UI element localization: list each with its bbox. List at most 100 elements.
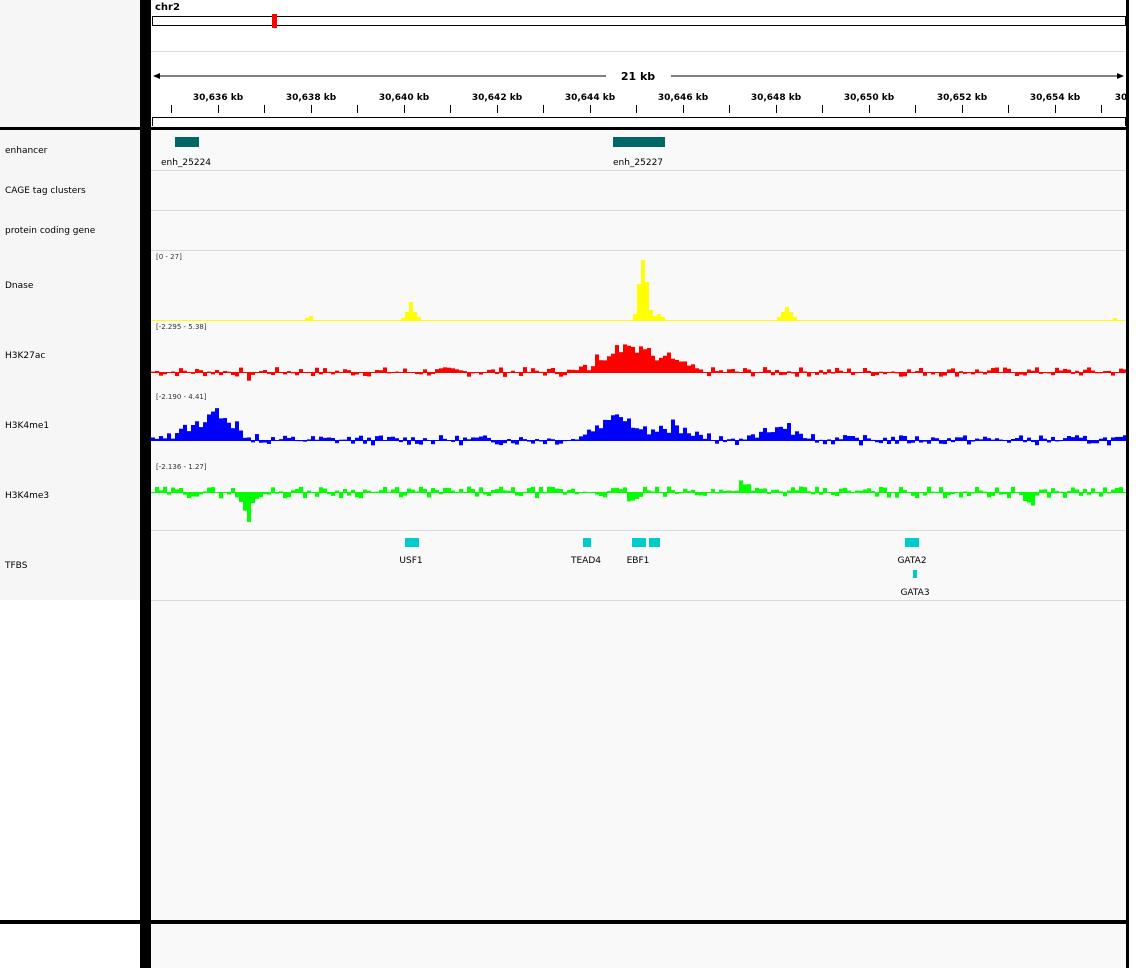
signal-bar [231, 487, 235, 492]
signal-bar [1067, 369, 1071, 372]
signal-bar [487, 437, 491, 440]
tfbs-feature[interactable] [632, 538, 646, 547]
signal-bar [815, 440, 819, 443]
signal-bar [903, 372, 907, 377]
signal-bar [1043, 489, 1047, 492]
signal-baseline [151, 440, 1126, 441]
signal-bar [789, 312, 793, 320]
divider-left[interactable] [140, 0, 151, 968]
signal-bar [455, 369, 459, 372]
signal-baseline [151, 372, 1126, 373]
signal-bar [559, 372, 563, 377]
header-tracks-divider[interactable] [0, 127, 1129, 130]
signal-bar [159, 436, 163, 440]
signal-bar [649, 310, 653, 320]
signal-bar [645, 282, 649, 320]
signal-bar [379, 370, 383, 372]
signal-bar [1007, 440, 1011, 443]
signal-bar [551, 486, 555, 492]
signal-bar [547, 368, 551, 372]
signal-bar [1099, 438, 1103, 440]
signal-bar [939, 440, 943, 444]
signal-bar [435, 369, 439, 372]
signal-bar [363, 372, 367, 376]
signal-bar [767, 432, 771, 440]
signal-bar [1027, 492, 1031, 503]
track-name-enhancer[interactable]: enhancer [5, 146, 48, 156]
signal-bar [739, 438, 743, 440]
h3k27ac-signal[interactable] [151, 320, 1126, 390]
signal-bar [1103, 371, 1107, 373]
signal-bar [495, 440, 499, 445]
signal-bar [255, 434, 259, 440]
signal-bar [687, 365, 691, 372]
chromosome-name[interactable]: chr2 [155, 2, 180, 13]
signal-bar [839, 370, 843, 372]
enhancer-feature[interactable] [613, 137, 665, 147]
signal-bar [487, 492, 491, 496]
signal-bar [759, 489, 763, 492]
ideogram-current-region-marker [272, 14, 277, 28]
tfbs-feature[interactable] [583, 538, 591, 547]
h3k4me1-signal[interactable] [151, 390, 1126, 460]
signal-bar [279, 439, 283, 441]
signal-bar [1087, 367, 1091, 372]
signal-bar [627, 418, 631, 440]
signal-bar [671, 419, 675, 440]
tfbs-feature[interactable] [905, 538, 919, 547]
signal-bar [703, 438, 707, 440]
signal-bar [543, 440, 547, 445]
tfbs-feature[interactable] [405, 538, 419, 547]
signal-bar [795, 431, 799, 440]
tfbs-feature[interactable] [913, 570, 917, 578]
signal-bar [263, 370, 267, 372]
signal-bar [815, 486, 819, 492]
signal-bar [807, 438, 811, 440]
signal-bar [803, 487, 807, 492]
signal-bar [879, 486, 883, 492]
tracks-bottom-divider[interactable] [0, 920, 1129, 924]
h3k4me3-signal[interactable] [151, 460, 1126, 530]
signal-bar [795, 372, 799, 377]
signal-bar [1039, 435, 1043, 440]
enhancer-feature-label: enh_25224 [160, 158, 212, 168]
signal-bar [275, 367, 279, 372]
signal-bar [283, 372, 287, 375]
signal-bar [263, 492, 267, 495]
signal-bar [951, 492, 955, 495]
ideogram[interactable] [152, 16, 1126, 26]
signal-bar [623, 487, 627, 492]
signal-bar [855, 437, 859, 440]
tfbs-feature[interactable] [649, 538, 660, 547]
signal-bar [175, 489, 179, 492]
track-name-cage[interactable]: CAGE tag clusters [5, 186, 86, 196]
signal-bar [267, 440, 271, 444]
signal-bar [235, 421, 239, 440]
signal-bar [987, 438, 991, 440]
dnase-signal[interactable] [151, 250, 1126, 322]
track-name-h3k4me3[interactable]: H3K4me3 [5, 491, 50, 501]
signal-bar [399, 440, 403, 443]
signal-bar [755, 437, 759, 440]
signal-bar [251, 440, 255, 443]
signal-bar [955, 437, 959, 440]
signal-bar [823, 372, 827, 375]
track-name-h3k27ac[interactable]: H3K27ac [5, 351, 46, 361]
signal-bar [1107, 370, 1111, 372]
signal-bar [863, 435, 867, 440]
signal-bar [175, 372, 179, 377]
signal-bar [399, 492, 403, 498]
signal-bar [199, 427, 203, 440]
track-name-dnase[interactable]: Dnase [5, 281, 34, 291]
track-name-tfbs[interactable]: TFBS [5, 561, 28, 571]
signal-bar [259, 492, 263, 498]
signal-bar [935, 438, 939, 440]
track-name-protein-coding-gene[interactable]: protein coding gene [5, 226, 96, 236]
signal-bar [611, 415, 615, 440]
enhancer-feature[interactable] [175, 137, 199, 147]
track-name-h3k4me1[interactable]: H3K4me1 [5, 421, 50, 431]
signal-bar [1015, 372, 1019, 377]
signal-bar [887, 492, 891, 498]
signal-bar [1107, 440, 1111, 446]
signal-bar [455, 435, 459, 440]
